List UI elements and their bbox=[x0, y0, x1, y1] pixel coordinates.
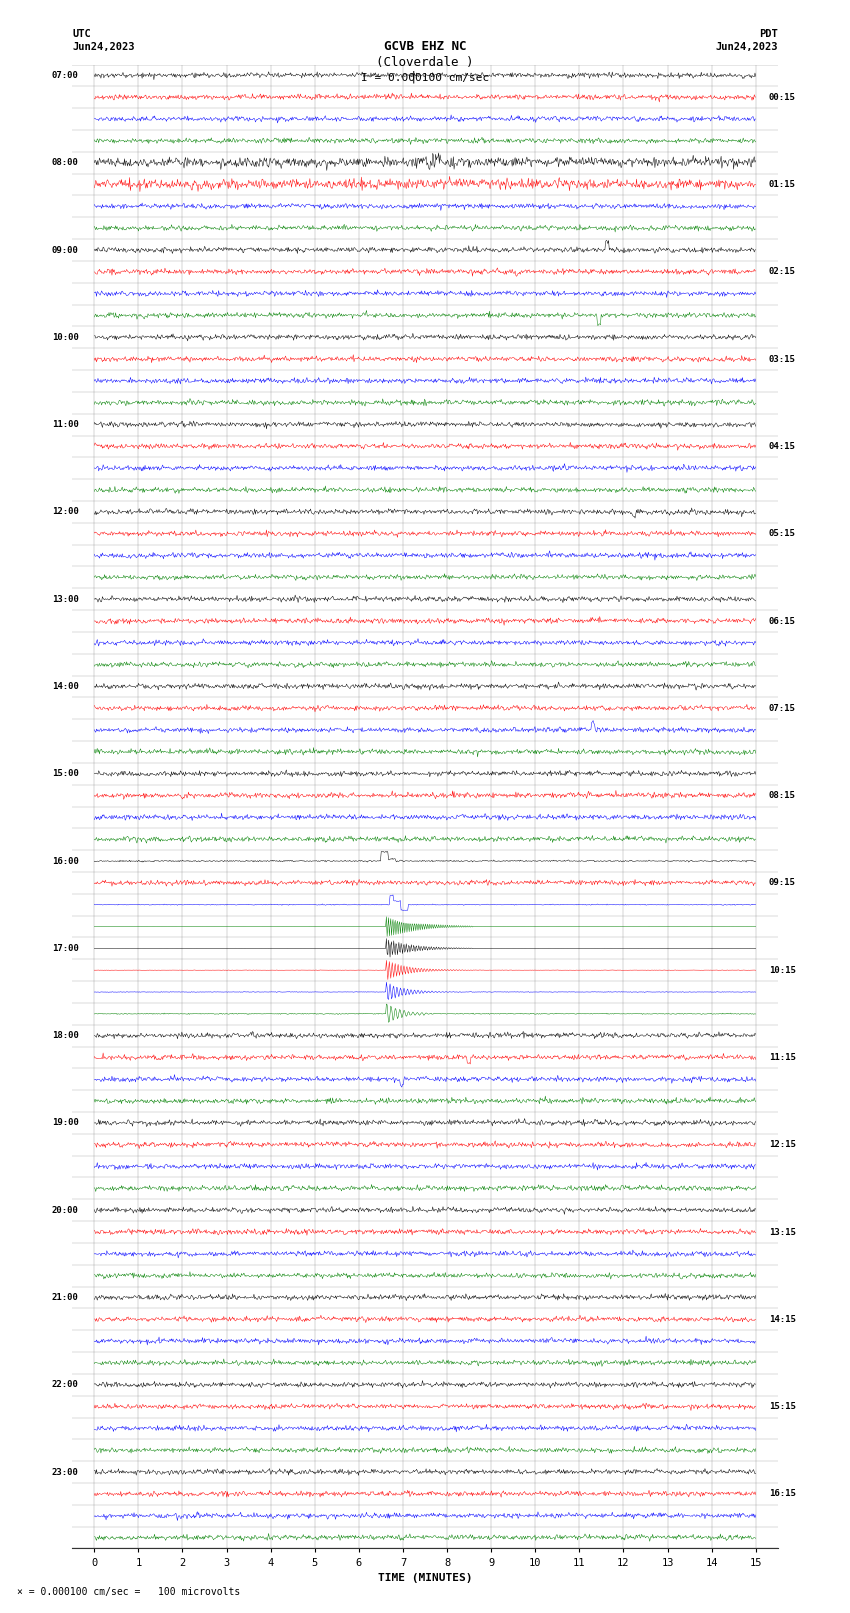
Text: 16:15: 16:15 bbox=[769, 1489, 796, 1498]
Text: 07:15: 07:15 bbox=[769, 703, 796, 713]
Text: Jun24,2023: Jun24,2023 bbox=[715, 42, 778, 52]
Text: I = 0.000100 cm/sec: I = 0.000100 cm/sec bbox=[361, 73, 489, 82]
Text: |: | bbox=[411, 71, 417, 84]
Text: 11:15: 11:15 bbox=[769, 1053, 796, 1061]
Text: 23:00: 23:00 bbox=[52, 1468, 79, 1476]
Text: 17:00: 17:00 bbox=[52, 944, 79, 953]
Text: UTC: UTC bbox=[72, 29, 91, 39]
Text: 16:00: 16:00 bbox=[52, 857, 79, 866]
Text: 12:00: 12:00 bbox=[52, 508, 79, 516]
Text: 22:00: 22:00 bbox=[52, 1381, 79, 1389]
Text: 03:15: 03:15 bbox=[769, 355, 796, 363]
X-axis label: TIME (MINUTES): TIME (MINUTES) bbox=[377, 1573, 473, 1582]
Text: 20:00: 20:00 bbox=[52, 1207, 79, 1215]
Text: PDT: PDT bbox=[759, 29, 778, 39]
Text: 10:00: 10:00 bbox=[52, 332, 79, 342]
Text: 07:00: 07:00 bbox=[52, 71, 79, 81]
Text: 04:15: 04:15 bbox=[769, 442, 796, 452]
Text: 08:00: 08:00 bbox=[52, 158, 79, 168]
Text: 02:15: 02:15 bbox=[769, 268, 796, 276]
Text: Jun24,2023: Jun24,2023 bbox=[72, 42, 135, 52]
Text: 19:00: 19:00 bbox=[52, 1118, 79, 1127]
Text: 13:15: 13:15 bbox=[769, 1227, 796, 1237]
Text: 15:00: 15:00 bbox=[52, 769, 79, 777]
Text: 06:15: 06:15 bbox=[769, 616, 796, 626]
Text: 08:15: 08:15 bbox=[769, 790, 796, 800]
Text: 14:00: 14:00 bbox=[52, 682, 79, 690]
Text: 11:00: 11:00 bbox=[52, 419, 79, 429]
Text: 05:15: 05:15 bbox=[769, 529, 796, 539]
Text: GCVB EHZ NC: GCVB EHZ NC bbox=[383, 40, 467, 53]
Text: 12:15: 12:15 bbox=[769, 1140, 796, 1148]
Text: 18:00: 18:00 bbox=[52, 1031, 79, 1040]
Text: 13:00: 13:00 bbox=[52, 595, 79, 603]
Text: 00:15: 00:15 bbox=[769, 94, 796, 102]
Text: 09:00: 09:00 bbox=[52, 245, 79, 255]
Text: 01:15: 01:15 bbox=[769, 181, 796, 189]
Text: × = 0.000100 cm/sec =   100 microvolts: × = 0.000100 cm/sec = 100 microvolts bbox=[17, 1587, 241, 1597]
Text: (Cloverdale ): (Cloverdale ) bbox=[377, 56, 473, 69]
Text: 10:15: 10:15 bbox=[769, 966, 796, 974]
Text: 09:15: 09:15 bbox=[769, 879, 796, 887]
Text: 15:15: 15:15 bbox=[769, 1402, 796, 1411]
Text: 14:15: 14:15 bbox=[769, 1315, 796, 1324]
Text: 21:00: 21:00 bbox=[52, 1294, 79, 1302]
